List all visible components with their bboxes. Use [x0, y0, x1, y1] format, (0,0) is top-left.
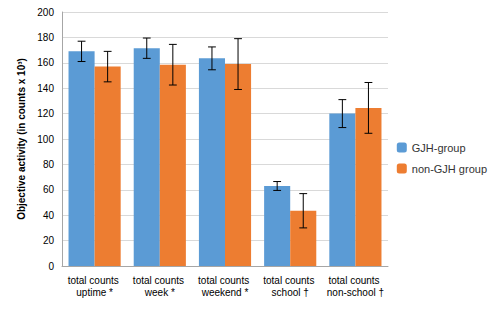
svg-text:total counts: total counts: [263, 275, 317, 286]
svg-text:160: 160: [37, 57, 54, 68]
svg-text:week *: week *: [144, 287, 175, 298]
svg-text:100: 100: [37, 134, 54, 145]
svg-text:school †: school †: [272, 287, 309, 298]
svg-text:60: 60: [43, 184, 55, 195]
svg-text:weekend *: weekend *: [201, 287, 249, 298]
svg-text:Objective activity (in counts: Objective activity (in counts x 10³): [16, 58, 27, 220]
svg-text:non-school †: non-school †: [327, 287, 384, 298]
svg-text:non-GJH group: non-GJH group: [412, 163, 487, 175]
svg-text:uptime *: uptime *: [76, 287, 113, 298]
svg-text:0: 0: [48, 261, 54, 272]
svg-text:total counts: total counts: [133, 275, 187, 286]
svg-text:80: 80: [43, 159, 55, 170]
svg-text:total counts: total counts: [198, 275, 252, 286]
svg-text:40: 40: [43, 210, 55, 221]
svg-text:total counts: total counts: [68, 275, 122, 286]
svg-text:GJH-group: GJH-group: [412, 142, 466, 154]
svg-text:200: 200: [37, 7, 54, 18]
svg-text:120: 120: [37, 108, 54, 119]
svg-text:20: 20: [43, 235, 55, 246]
svg-text:total counts: total counts: [328, 275, 382, 286]
svg-text:180: 180: [37, 32, 54, 43]
svg-text:140: 140: [37, 83, 54, 94]
